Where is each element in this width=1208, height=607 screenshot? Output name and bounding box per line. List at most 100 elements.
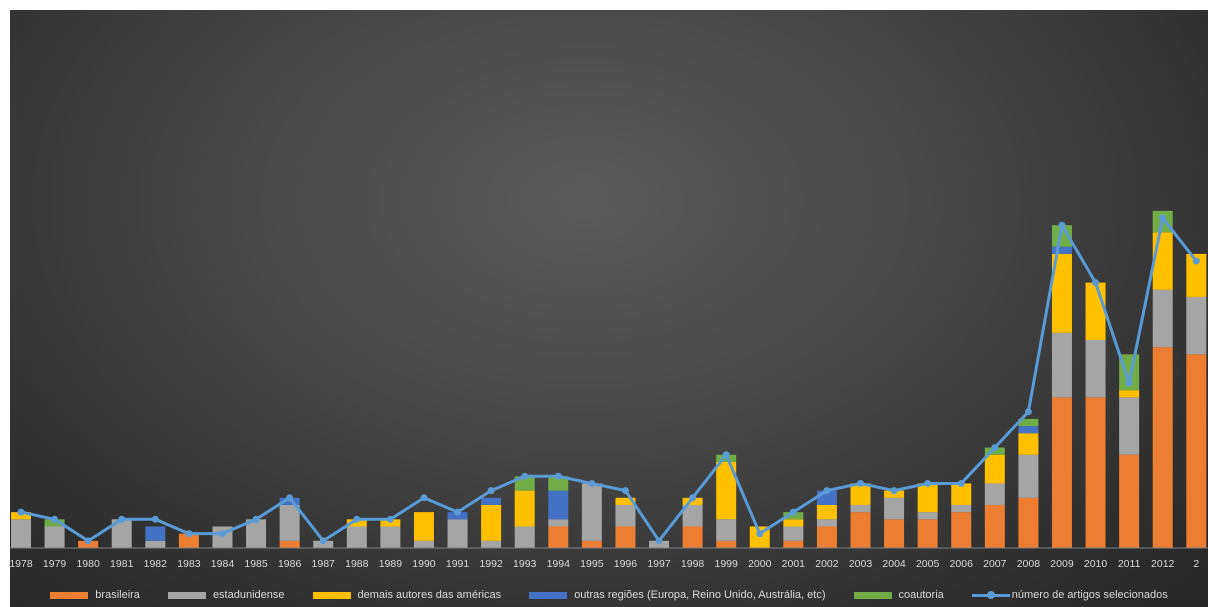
- bar-brasileira-1995: [581, 540, 602, 548]
- bar-estadunidense-1985: [246, 519, 267, 548]
- legend-label-estadunidense: estadunidense: [212, 589, 285, 601]
- x-tick-label: 2: [1193, 558, 1199, 570]
- bar-estadunidense-1987: [313, 540, 334, 548]
- legend-line-marker: [971, 589, 1010, 601]
- x-tick-label: 2003: [849, 558, 873, 570]
- line-point-1979: [51, 515, 59, 523]
- legend-item-outras: outras regiões (Europa, Reino Unido, Aus…: [529, 589, 826, 601]
- x-tick-label: 2009: [1050, 558, 1074, 570]
- bar-estadunidense-1988: [346, 526, 367, 548]
- bar-demais-1990: [413, 512, 434, 541]
- line-point-1990: [420, 494, 428, 502]
- x-tick-label: 2008: [1017, 558, 1041, 570]
- legend-item-line: número de artigos selecionados: [971, 589, 1168, 601]
- bar-estadunidense-2011: [1119, 397, 1140, 455]
- x-axis-tick-labels: 1978 1979 1980 1981 1982 1983 1984 1985 1986 1987…: [10, 558, 1199, 570]
- bar-brasileira-1980: [78, 540, 99, 548]
- line-point-1984: [218, 530, 226, 538]
- legend-label-line: número de artigos selecionados: [1011, 589, 1168, 601]
- bar-estadunidense-2008: [1018, 454, 1039, 498]
- line-point-1997: [655, 537, 663, 545]
- line-point-2008: [1024, 408, 1032, 416]
- bar-outras-1986: [279, 497, 300, 505]
- legend-item-coautoria: coautoria: [853, 589, 944, 601]
- x-tick-label: 1994: [547, 558, 571, 570]
- bar-estadunidense-1993: [514, 526, 535, 548]
- bar-demais-2012: [1152, 232, 1173, 290]
- legend-item-brasileira: brasileira: [50, 589, 140, 601]
- bar-demais-2: [1186, 253, 1207, 297]
- bar-estadunidense-2003: [850, 504, 871, 513]
- x-tick-label: 2010: [1084, 558, 1108, 570]
- bar-estadunidense-1981: [111, 519, 132, 548]
- line-point-1982: [151, 515, 159, 523]
- bar-demais-1989: [380, 519, 401, 527]
- legend-item-demais: demais autores das américas: [312, 589, 501, 601]
- bar-estadunidense-1998: [682, 504, 703, 527]
- bar-brasileira-1983: [178, 533, 199, 548]
- bar-brasileira-2004: [884, 519, 905, 548]
- bar-brasileira-2003: [850, 512, 871, 548]
- line-point-2000: [756, 530, 764, 538]
- bar-estadunidense-2002: [816, 519, 837, 527]
- bar-demais-1996: [615, 497, 636, 505]
- line-point-1996: [621, 487, 629, 495]
- line-point-1978: [17, 508, 25, 516]
- x-tick-label: 2006: [950, 558, 974, 570]
- x-tick-label: 2012: [1151, 558, 1175, 570]
- bar-outras-2009: [1051, 246, 1072, 254]
- bar-brasileira-2009: [1051, 397, 1072, 548]
- bar-estadunidense-2012: [1152, 289, 1173, 348]
- x-tick-label: 2005: [916, 558, 940, 570]
- line-point-1980: [84, 537, 92, 545]
- bar-estadunidense-2004: [884, 497, 905, 520]
- bar-estadunidense-2: [1186, 296, 1207, 355]
- line-point-1999: [722, 451, 730, 459]
- x-tick-label: 1990: [412, 558, 436, 570]
- x-tick-label: 1986: [278, 558, 302, 570]
- line-point-1985: [252, 515, 260, 523]
- bar-estadunidense-1995: [581, 483, 602, 541]
- bar-estadunidense-1989: [380, 526, 401, 548]
- bar-estadunidense-1979: [44, 526, 65, 548]
- line-point-2006: [957, 479, 965, 487]
- legend-label-outras: outras regiões (Europa, Reino Unido, Aus…: [574, 589, 826, 601]
- line-point-1988: [353, 515, 361, 523]
- line-point-1981: [118, 515, 126, 523]
- bar-demais-2008: [1018, 433, 1039, 455]
- bars-layer: [11, 210, 1207, 548]
- x-tick-label: 1985: [244, 558, 268, 570]
- x-tick-label: 1982: [144, 558, 168, 570]
- bar-demais-1978: [11, 512, 31, 520]
- line-point-2011: [1125, 379, 1133, 387]
- bar-brasileira-2002: [816, 526, 837, 548]
- bar-coautoria-2008: [1018, 418, 1039, 427]
- line-point-1987: [319, 537, 327, 545]
- bar-brasileira-2007: [984, 504, 1005, 548]
- line-layer: [17, 214, 1200, 545]
- x-tick-label: 1989: [379, 558, 403, 570]
- line-point-2001: [789, 508, 797, 516]
- x-tick-label: 2002: [815, 558, 839, 570]
- x-tick-label: 1997: [647, 558, 671, 570]
- x-tick-label: 1996: [614, 558, 638, 570]
- bar-estadunidense-1982: [145, 540, 166, 548]
- legend-swatch-coautoria: [853, 591, 892, 599]
- bar-demais-2010: [1085, 282, 1106, 340]
- line-point-2002: [823, 487, 831, 495]
- bar-estadunidense-2010: [1085, 339, 1106, 398]
- x-tick-label: 2007: [983, 558, 1007, 570]
- bar-estadunidense-1999: [716, 519, 737, 541]
- bar-demais-1988: [346, 519, 367, 527]
- bar-brasileira-2006: [951, 512, 972, 548]
- bar-estadunidense-1990: [413, 540, 434, 548]
- line-point-2012: [1159, 214, 1167, 222]
- line-point-1994: [554, 472, 562, 480]
- bar-demais-2009: [1051, 253, 1072, 333]
- x-tick-label: 1983: [177, 558, 201, 570]
- bar-estadunidense-1986: [279, 504, 300, 541]
- line-point-2004: [890, 487, 898, 495]
- bar-brasileira-2011: [1119, 454, 1140, 548]
- bar-demais-2002: [816, 504, 837, 520]
- bar-brasileira-2: [1186, 354, 1207, 548]
